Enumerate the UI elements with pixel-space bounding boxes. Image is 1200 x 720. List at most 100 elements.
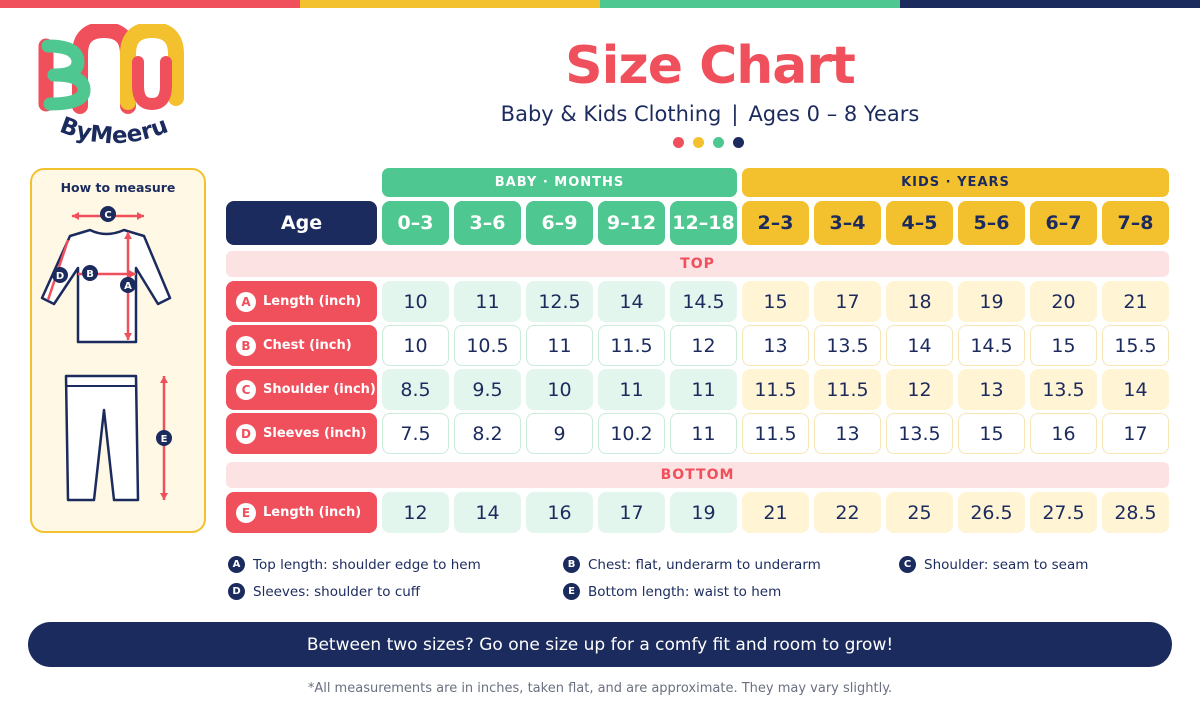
table-cell: 14 (1102, 369, 1169, 410)
table-cell: 10 (382, 281, 449, 322)
table-cell: 25 (886, 492, 953, 533)
how-to-measure-panel: How to measure C D B A E (30, 168, 206, 533)
table-cell: 26.5 (958, 492, 1025, 533)
page-subtitle: Baby & Kids Clothing | Ages 0 – 8 Years (360, 102, 1060, 126)
age-col-baby: 3–6 (454, 201, 521, 245)
page-title: Size Chart (565, 36, 856, 96)
table-cell: 12 (382, 492, 449, 533)
stripe-coral (0, 0, 300, 8)
table-cell: 14 (454, 492, 521, 533)
how-to-measure-title: How to measure (60, 180, 176, 195)
table-cell: 15 (1030, 325, 1097, 366)
legend-text: Sleeves: shoulder to cuff (253, 583, 421, 600)
bymeeru-logo: ByMeeru (34, 21, 194, 158)
marker-b: B (86, 269, 94, 280)
table-cell: 11 (526, 325, 593, 366)
table-cell: 10 (382, 325, 449, 366)
row-letter-badge: B (236, 335, 256, 356)
stripe-yellow (300, 0, 600, 8)
group-header-baby: BABY · MONTHS (382, 168, 737, 197)
table-cell: 7.5 (382, 413, 449, 454)
table-cell: 17 (814, 281, 881, 322)
age-header: Age (226, 201, 377, 245)
legend-badge: D (228, 583, 245, 600)
table-cell: 16 (526, 492, 593, 533)
svg-text:ByMeeru: ByMeeru (56, 113, 171, 150)
table-cell: 15 (742, 281, 809, 322)
table-cell: 14.5 (958, 325, 1025, 366)
dot-yellow (693, 137, 704, 148)
table-cell: 12.5 (526, 281, 593, 322)
table-cell: 13 (958, 369, 1025, 410)
legend-item-d: D Sleeves: shoulder to cuff (228, 583, 420, 600)
section-top: TOP (226, 251, 1169, 277)
table-cell: 21 (742, 492, 809, 533)
row-letter-badge: C (236, 379, 256, 400)
table-cell: 11.5 (742, 369, 809, 410)
table-cell: 14.5 (670, 281, 737, 322)
table-cell: 10.5 (454, 325, 521, 366)
top-color-stripe (0, 0, 1200, 8)
row-label-text: Length (inch) (263, 505, 362, 520)
section-bottom: BOTTOM (226, 462, 1169, 488)
measurement-diagram: C D B A E (40, 206, 172, 502)
marker-a: A (124, 281, 132, 292)
table-cell: 22 (814, 492, 881, 533)
table-cell: 11.5 (742, 413, 809, 454)
dot-coral (673, 137, 684, 148)
table-cell: 17 (598, 492, 665, 533)
age-col-baby: 9–12 (598, 201, 665, 245)
row-label-text: Chest (inch) (263, 338, 352, 353)
age-col-kids: 7–8 (1102, 201, 1169, 245)
table-cell: 11 (670, 369, 737, 410)
table-cell: 19 (958, 281, 1025, 322)
table-cell: 10.2 (598, 413, 665, 454)
age-col-kids: 4–5 (886, 201, 953, 245)
legend-text: Top length: shoulder edge to hem (253, 556, 481, 573)
age-col-kids: 2–3 (742, 201, 809, 245)
dot-green (713, 137, 724, 148)
table-cell: 15.5 (1102, 325, 1169, 366)
table-cell: 14 (598, 281, 665, 322)
legend-item-e: E Bottom length: waist to hem (563, 583, 781, 600)
row-letter-badge: A (236, 291, 256, 312)
row-letter-badge: D (236, 423, 256, 444)
footnote: *All measurements are in inches, taken f… (307, 681, 893, 696)
row-label-d: D Sleeves (inch) (226, 413, 377, 454)
group-header-kids: KIDS · YEARS (742, 168, 1169, 197)
table-cell: 13.5 (814, 325, 881, 366)
table-cell: 9.5 (454, 369, 521, 410)
legend-text: Shoulder: seam to seam (924, 556, 1089, 573)
table-cell: 12 (670, 325, 737, 366)
row-label-text: Length (inch) (263, 294, 362, 309)
table-cell: 14 (886, 325, 953, 366)
age-col-kids: 6–7 (1030, 201, 1097, 245)
fit-tip-banner: Between two sizes? Go one size up for a … (28, 622, 1172, 667)
legend-item-c: C Shoulder: seam to seam (899, 556, 1088, 573)
legend-item-a: A Top length: shoulder edge to hem (228, 556, 481, 573)
age-col-kids: 3–4 (814, 201, 881, 245)
subtitle-separator: | (731, 102, 739, 126)
table-cell: 13 (742, 325, 809, 366)
decorative-dots (673, 137, 744, 148)
table-cell: 8.5 (382, 369, 449, 410)
subtitle-clothing: Baby & Kids Clothing (500, 102, 722, 126)
legend-text: Bottom length: waist to hem (588, 583, 782, 600)
legend-badge: E (563, 583, 580, 600)
table-cell: 12 (886, 369, 953, 410)
legend-text: Chest: flat, underarm to underarm (588, 556, 821, 573)
table-cell: 10 (526, 369, 593, 410)
table-cell: 21 (1102, 281, 1169, 322)
table-cell: 19 (670, 492, 737, 533)
table-cell: 9 (526, 413, 593, 454)
pants-icon (64, 374, 140, 502)
shirt-icon (40, 228, 172, 344)
row-label-a: A Length (inch) (226, 281, 377, 322)
table-cell: 17 (1102, 413, 1169, 454)
marker-d: D (56, 271, 64, 282)
table-cell: 28.5 (1102, 492, 1169, 533)
table-cell: 11 (670, 413, 737, 454)
row-label-e: E Length (inch) (226, 492, 377, 533)
row-letter-badge: E (236, 502, 256, 523)
dot-navy (733, 137, 744, 148)
